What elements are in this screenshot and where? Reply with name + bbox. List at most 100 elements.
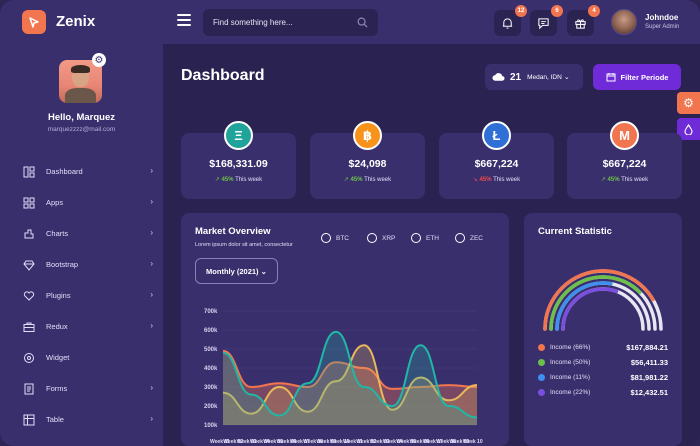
x-tick-label: Week 03	[370, 439, 390, 445]
coin-card-ethereum[interactable]: Ξ $168,331.09 ↗ 45% This week	[181, 121, 296, 199]
chevron-right-icon: ›	[150, 259, 153, 268]
period-dropdown[interactable]: Monthly (2021) ⌄	[195, 258, 278, 284]
forms-icon	[22, 382, 35, 395]
trend-period: This week	[621, 177, 649, 183]
statistic-amount: $167,884.21	[626, 342, 668, 352]
y-tick-label: 500k	[204, 347, 218, 353]
sidebar-item-forms[interactable]: Forms ›	[0, 373, 163, 404]
current-statistic-panel: Current Statistic Income (66%) $167,884.2…	[524, 213, 682, 446]
series-area	[223, 331, 477, 425]
x-tick-label: Week 08	[303, 439, 323, 445]
filter-periode-label: Filter Periode	[620, 72, 669, 82]
sidebar-item-label: Bootstrap	[46, 260, 79, 269]
x-tick-label: Week 01	[343, 439, 363, 445]
menu-toggle-icon[interactable]	[177, 14, 191, 26]
sidebar-item-dashboard[interactable]: Dashboard ›	[0, 156, 163, 187]
coin-trend: ↗ 45% This week	[567, 176, 682, 183]
radio-xrp[interactable]: XRP	[367, 233, 395, 243]
x-tick-label: Week 05	[396, 439, 416, 445]
logo-icon[interactable]	[22, 10, 46, 34]
user-name[interactable]: Johndoe	[645, 13, 679, 22]
radio-label: ETH	[426, 234, 439, 242]
search-input[interactable]	[213, 18, 343, 27]
coin-card-bitcoin[interactable]: ฿ $24,098 ↗ 45% This week	[310, 121, 425, 199]
coin-value: $667,224	[602, 158, 647, 170]
sidebar: ⚙ Hello, Marquez marquezzzz@mail.com Das…	[0, 44, 163, 446]
app-name[interactable]: Zenix	[56, 13, 96, 30]
chevron-right-icon: ›	[150, 414, 153, 423]
trend-up-icon: ↗	[343, 177, 349, 183]
sidebar-item-label: Dashboard	[46, 167, 83, 176]
bitcoin-icon: ฿	[353, 121, 382, 150]
chevron-right-icon: ›	[150, 197, 153, 206]
theme-tab[interactable]	[677, 118, 700, 140]
radio-btc[interactable]: BTC	[321, 233, 349, 243]
sidebar-item-redux[interactable]: Redux ›	[0, 311, 163, 342]
x-tick-label: Week 05	[263, 439, 283, 445]
coin-value: $168,331.09	[209, 158, 268, 170]
x-tick-label: Week 03	[237, 439, 257, 445]
sidebar-item-charts[interactable]: Charts ›	[0, 218, 163, 249]
gifts-button[interactable]: 4	[567, 5, 600, 36]
statistic-amount: $81,981.22	[630, 372, 668, 382]
weather-location: Medan, IDN	[527, 73, 562, 81]
statistic-label: Income (66%)	[550, 343, 591, 351]
sidebar-item-table[interactable]: Table ›	[0, 404, 163, 435]
coin-card-monero[interactable]: M $667,224 ↗ 45% This week	[567, 121, 682, 199]
statistic-rainbow-chart	[543, 269, 663, 331]
radio-ring	[367, 233, 377, 243]
widget-icon	[22, 351, 35, 364]
trend-percent: 45%	[479, 177, 492, 183]
series-area	[223, 345, 477, 425]
legend-dot	[538, 358, 545, 366]
sidebar-item-bootstrap[interactable]: Bootstrap ›	[0, 249, 163, 280]
messages-button[interactable]: 6	[530, 5, 563, 36]
y-tick-label: 100k	[204, 423, 218, 429]
radio-eth[interactable]: ETH	[411, 233, 439, 243]
coin-trend: ↘ 45% This week	[439, 176, 554, 183]
droplet-icon	[684, 123, 693, 135]
user-avatar[interactable]	[611, 9, 637, 35]
settings-tab[interactable]: ⚙	[677, 92, 700, 114]
coin-card-litecoin[interactable]: Ł $667,224 ↘ 45% This week	[439, 121, 554, 199]
x-tick-label: Week 07	[423, 439, 443, 445]
charts-icon	[22, 227, 35, 240]
radio-ring	[455, 233, 465, 243]
sidebar-item-label: Charts	[46, 229, 69, 238]
radio-ring	[321, 233, 331, 243]
x-tick-label: Week 02	[223, 439, 243, 445]
x-tick-label: Week 01	[210, 439, 230, 445]
x-tick-label: Week 10	[463, 439, 483, 445]
chevron-right-icon: ›	[150, 290, 153, 299]
sidebar-item-widget[interactable]: Widget	[0, 342, 163, 373]
x-tick-label: Week 06	[277, 439, 297, 445]
radio-zec[interactable]: ZEC	[455, 233, 483, 243]
statistic-amount: $56,411.33	[630, 357, 668, 367]
notifications-button[interactable]: 12	[494, 5, 527, 36]
x-tick-label: Week 04	[250, 439, 270, 445]
search-icon[interactable]	[357, 17, 368, 28]
sidebar-nav: Dashboard › Apps › Charts › Bootstrap › …	[0, 156, 163, 435]
chevron-right-icon: ›	[150, 321, 153, 330]
statistic-label: Income (22%)	[550, 388, 591, 396]
weather-temperature: 21	[510, 71, 522, 83]
gear-icon: ⚙	[683, 96, 694, 110]
statistic-row: Income (11%) $81,981.22	[538, 371, 668, 383]
search-bar[interactable]	[203, 9, 378, 36]
legend-dot	[538, 343, 545, 351]
sidebar-item-apps[interactable]: Apps ›	[0, 187, 163, 218]
period-dropdown-label: Monthly (2021)	[206, 266, 259, 276]
weather-widget[interactable]: 21 Medan, IDN ⌄	[485, 64, 583, 90]
filter-periode-button[interactable]: Filter Periode	[593, 64, 681, 90]
diamond-icon	[22, 258, 35, 271]
market-overview-subtitle: Lorem ipsum dolor sit amet, consectetur	[195, 242, 293, 248]
trend-percent: 45%	[221, 177, 234, 183]
settings-gear-icon[interactable]: ⚙	[92, 53, 106, 67]
sidebar-item-plugins[interactable]: Plugins ›	[0, 280, 163, 311]
chevron-right-icon: ›	[150, 383, 153, 392]
trend-percent: 45%	[607, 177, 620, 183]
profile-avatar[interactable]	[59, 60, 102, 103]
arc-value	[555, 281, 613, 331]
bell-icon	[502, 17, 513, 29]
trend-period: This week	[493, 177, 521, 183]
